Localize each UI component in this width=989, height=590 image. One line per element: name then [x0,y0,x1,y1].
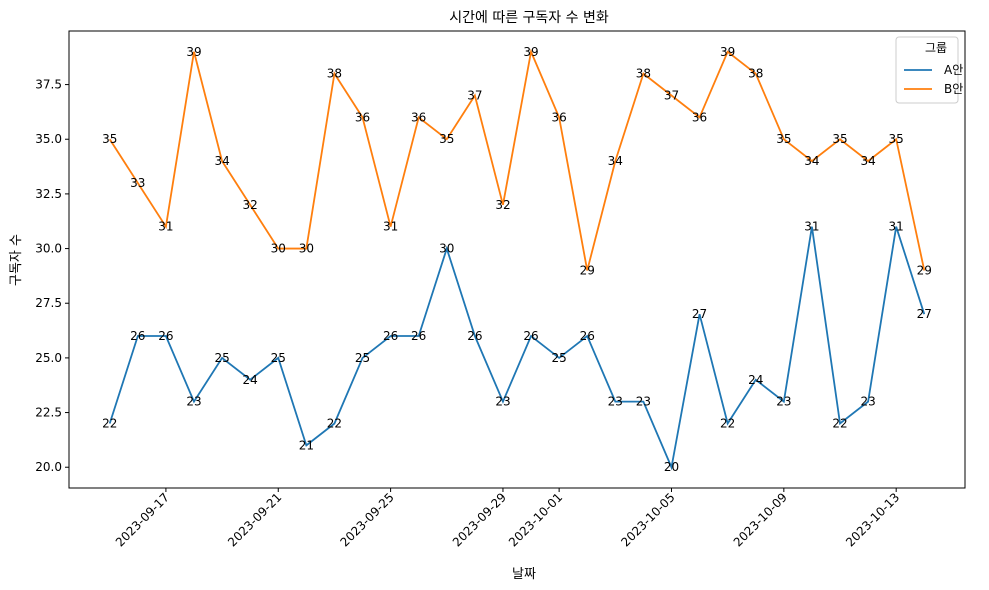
data-label: 29 [580,263,595,277]
series-lines [108,48,926,471]
legend-label: A안 [944,63,963,77]
data-label: 24 [243,373,258,387]
x-axis-label: 날짜 [512,567,536,582]
data-label: 25 [214,351,229,365]
series-line-a [108,226,926,471]
plot-area [68,30,966,489]
data-label: 27 [917,307,932,321]
data-label: 36 [692,110,707,124]
y-tick-label: 35.0 [35,132,62,146]
data-label: 39 [720,45,735,59]
chart-title: 시간에 따른 구독자 수 변화 [449,10,609,26]
data-label: 29 [917,263,932,277]
data-label: 23 [608,395,623,409]
x-tick-label: 2023-10-09 [731,490,790,549]
data-label: 22 [720,416,735,430]
data-label: 25 [551,351,566,365]
data-label: 30 [271,242,286,256]
data-label: 23 [860,395,875,409]
x-axis: 2023-09-17 2023-09-21 2023-09-25 2023-09-29… [113,488,902,549]
data-label: 26 [580,329,595,343]
data-label: 25 [271,351,286,365]
data-label: 26 [158,329,173,343]
data-label: 26 [523,329,538,343]
data-label: 23 [636,395,651,409]
y-tick-label: 37.5 [35,78,62,92]
data-label: 35 [832,132,847,146]
legend-title: 그룹 [925,41,947,55]
data-label: 26 [467,329,482,343]
data-label: 38 [748,67,763,81]
y-tick-label: 30.0 [35,242,62,256]
plot-frame [68,30,966,489]
y-tick-label: 32.5 [35,187,62,201]
data-label: 23 [186,395,201,409]
series-line-b [108,48,926,271]
data-label: 35 [776,132,791,146]
x-tick-label: 2023-09-17 [113,490,172,549]
data-label: 32 [495,198,510,212]
y-axis: 20.0 22.5 25.0 27.5 30.0 32.5 35.0 37.5 [35,78,69,474]
data-label: 26 [411,329,426,343]
x-tick-label: 2023-10-05 [618,490,677,549]
legend: 그룹 A안 B안 [895,36,963,104]
data-label: 30 [299,242,314,256]
data-label: 30 [439,242,454,256]
x-tick-label: 2023-09-25 [338,490,397,549]
data-label: 37 [467,89,482,103]
data-label: 21 [299,438,314,452]
data-label: 34 [214,154,229,168]
data-label: 22 [102,416,117,430]
data-label: 22 [327,416,342,430]
legend-label: B안 [944,82,963,96]
data-label: 35 [439,132,454,146]
data-label: 35 [102,132,117,146]
y-axis-label: 구독자 수 [9,234,24,286]
data-label: 22 [832,416,847,430]
data-label: 39 [523,45,538,59]
data-label: 38 [636,67,651,81]
x-tick-label: 2023-10-01 [506,490,565,549]
data-label: 25 [355,351,370,365]
data-label: 26 [383,329,398,343]
data-label: 20 [664,460,679,474]
data-label: 35 [889,132,904,146]
data-label: 23 [495,395,510,409]
data-label: 27 [692,307,707,321]
data-label: 36 [551,110,566,124]
x-tick-label: 2023-10-13 [843,490,902,549]
data-label: 36 [355,110,370,124]
data-labels: 22 26 26 23 25 24 25 21 22 25 26 26 30 26 23 26 25 26 23 23… [102,45,932,474]
data-label: 39 [186,45,201,59]
x-tick-label: 2023-09-21 [225,490,284,549]
data-label: 31 [889,220,904,234]
data-label: 31 [383,220,398,234]
y-tick-label: 27.5 [35,296,62,310]
data-label: 34 [608,154,623,168]
y-tick-label: 20.0 [35,460,62,474]
y-tick-label: 25.0 [35,351,62,365]
data-label: 24 [748,373,763,387]
data-label: 23 [776,395,791,409]
data-label: 37 [664,89,679,103]
data-label: 31 [158,220,173,234]
y-tick-label: 22.5 [35,406,62,420]
data-label: 31 [804,220,819,234]
data-label: 33 [130,176,145,190]
x-tick-label: 2023-09-29 [450,490,509,549]
data-label: 34 [804,154,819,168]
data-label: 34 [860,154,875,168]
data-label: 38 [327,67,342,81]
data-label: 26 [130,329,145,343]
data-label: 32 [243,198,258,212]
data-label: 36 [411,110,426,124]
